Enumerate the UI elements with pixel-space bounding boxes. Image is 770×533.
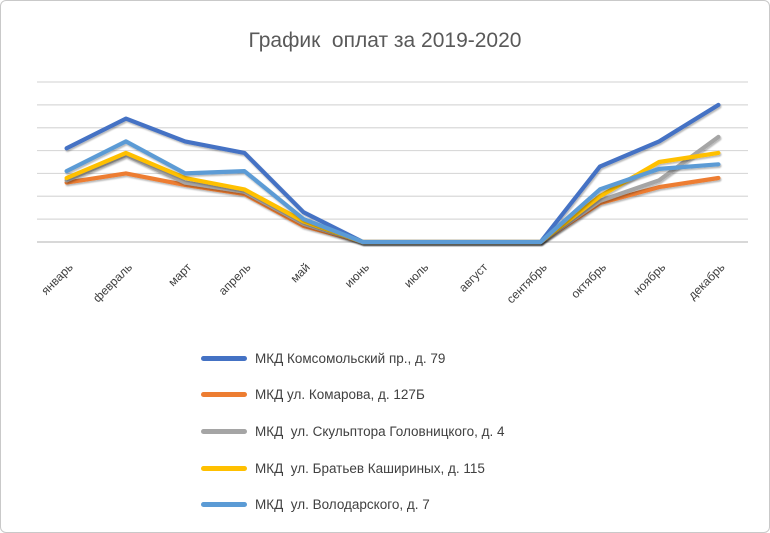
x-axis-label-12: декабрь bbox=[685, 260, 727, 302]
legend-label: МКД ул. Володарского, д. 7 bbox=[255, 497, 430, 513]
x-axis-label-7: июль bbox=[401, 260, 431, 290]
x-axis-label-10: октябрь bbox=[568, 260, 609, 301]
legend-line-swatch bbox=[201, 465, 247, 471]
legend-label: МКД ул. Братьев Кашириных, д. 115 bbox=[255, 460, 485, 476]
legend-label: МКД Комсомольский пр., д. 79 bbox=[255, 350, 446, 366]
x-axis-label-8: август bbox=[456, 260, 491, 295]
gridlines bbox=[37, 81, 748, 243]
legend-item-4: МКД ул. Братьев Кашириных, д. 115 bbox=[201, 450, 505, 487]
x-axis-labels: январь февраль март апрель май июнь июль август… bbox=[38, 260, 727, 306]
x-axis-label-2: февраль bbox=[90, 260, 135, 305]
legend-line-swatch bbox=[201, 502, 247, 508]
x-axis-label-4: апрель bbox=[216, 260, 254, 298]
chart-title: График оплат за 2019-2020 bbox=[248, 29, 522, 52]
chart-plot-area: январь февраль март апрель май июнь июль август… bbox=[37, 81, 748, 306]
legend-item-2: МКД ул. Комарова, д. 127Б bbox=[201, 377, 505, 414]
series-line-5 bbox=[64, 139, 721, 245]
legend-item-1: МКД Комсомольский пр., д. 79 bbox=[201, 340, 505, 377]
x-axis-label-11: ноябрь bbox=[630, 260, 668, 298]
x-axis-label-6: июнь bbox=[342, 260, 372, 290]
legend-line-swatch bbox=[201, 355, 247, 361]
legend-item-5: МКД ул. Володарского, д. 7 bbox=[201, 486, 505, 523]
legend-label: МКД ул. Комарова, д. 127Б bbox=[255, 387, 425, 403]
legend-line-swatch bbox=[201, 392, 247, 398]
x-axis-label-5: май bbox=[288, 260, 313, 285]
legend-line-swatch bbox=[201, 428, 247, 434]
series-line-3 bbox=[64, 134, 721, 245]
x-axis-label-9: сентябрь bbox=[504, 260, 550, 306]
x-axis-label-1: январь bbox=[38, 260, 75, 297]
x-axis-label-3: март bbox=[165, 260, 194, 289]
series-lines bbox=[64, 102, 721, 245]
legend-label: МКД ул. Скульптора Головницкого, д. 4 bbox=[255, 423, 505, 439]
legend-item-3: МКД ул. Скульптора Головницкого, д. 4 bbox=[201, 413, 505, 450]
chart-legend: МКД Комсомольский пр., д. 79 МКД ул. Кома… bbox=[201, 340, 505, 523]
